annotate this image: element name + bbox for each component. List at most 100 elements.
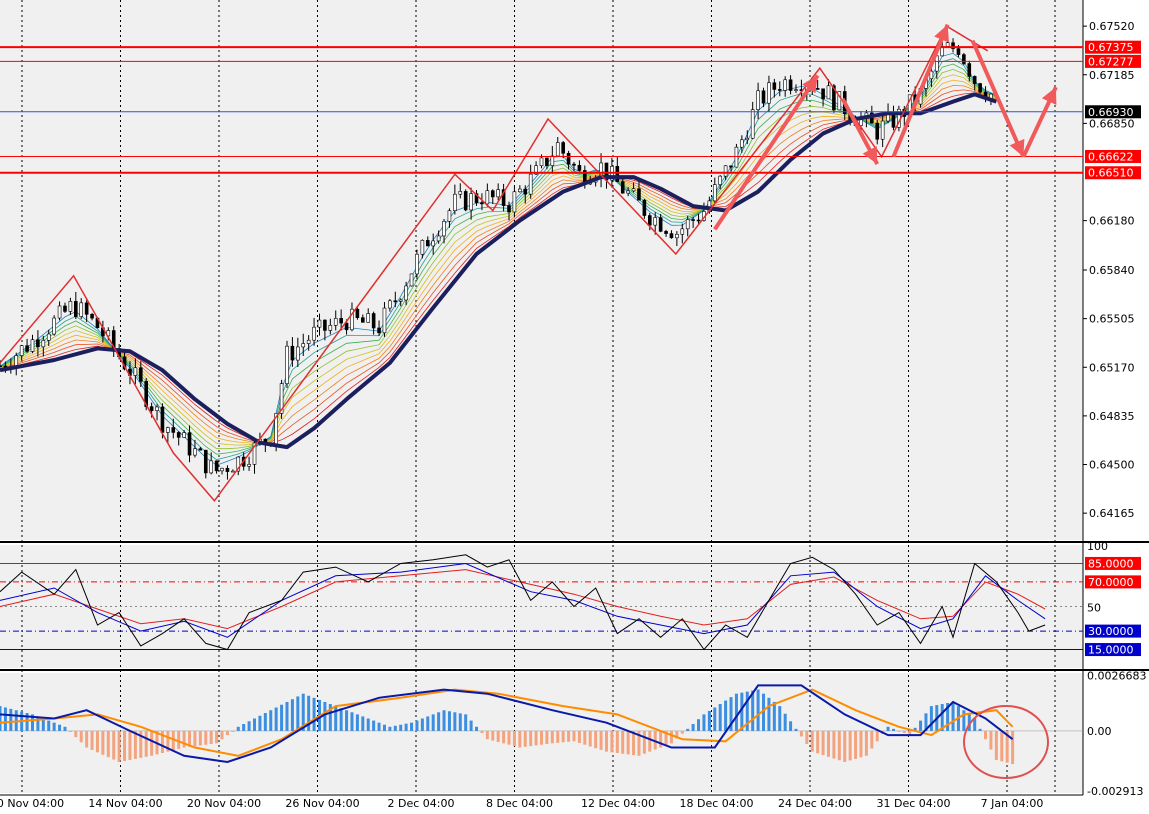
- candle-body: [978, 83, 982, 93]
- candle-body: [171, 427, 176, 433]
- macd-hist-bar: [886, 726, 890, 731]
- macd-hist-bar: [832, 730, 836, 759]
- macd-hist-bar: [480, 730, 484, 733]
- candle-body: [788, 79, 793, 91]
- ma-ribbon-line: [0, 92, 997, 445]
- candle-body: [718, 175, 722, 185]
- candle-body: [361, 317, 365, 323]
- macd-hist-bar: [269, 710, 273, 731]
- macd-hist-bar: [0, 706, 2, 731]
- candle-body: [826, 85, 831, 100]
- candle-body: [279, 383, 284, 414]
- stoch-level-label: 85.0000: [1088, 557, 1134, 570]
- macd-hist-bar: [783, 713, 787, 731]
- macd-hist-bar: [604, 730, 608, 752]
- candle-body: [658, 217, 663, 232]
- candle-body: [133, 367, 138, 376]
- candle-body: [539, 157, 544, 167]
- candle-body: [236, 456, 241, 472]
- macd-hist-bar: [485, 730, 489, 740]
- macd-hist-bar: [897, 730, 901, 732]
- macd-hist-bar: [220, 730, 224, 740]
- candle-body: [84, 302, 89, 315]
- macd-hist-bar: [182, 730, 186, 748]
- candle-body: [756, 90, 760, 110]
- stoch-fast-line: [0, 554, 1046, 651]
- macd-hist-bar: [778, 706, 782, 731]
- candle-body: [453, 193, 457, 211]
- price-tick-label: 0.66850: [1089, 117, 1135, 130]
- candle-body: [880, 120, 885, 140]
- candle-body: [772, 82, 777, 90]
- macd-hist-bar: [307, 695, 311, 731]
- macd-hist-bar: [166, 730, 170, 752]
- candle-body: [225, 467, 230, 472]
- macd-hist-bar: [572, 730, 576, 742]
- stoch-level-label: 70.0000: [1088, 576, 1134, 589]
- macd-hist-bar: [361, 716, 365, 731]
- candle-body: [555, 142, 560, 157]
- macd-hist-bar: [188, 730, 192, 747]
- ma-ribbon-line: [0, 52, 997, 466]
- macd-hist-bar: [74, 730, 78, 738]
- macd-hist-bar: [669, 730, 673, 744]
- macd-hist-bar: [280, 704, 284, 731]
- macd-hist-bar: [204, 730, 208, 745]
- macd-hist-bar: [106, 730, 110, 758]
- time-tick-label: 31 Dec 04:00: [877, 797, 951, 810]
- macd-hist-bar: [924, 713, 928, 731]
- candle-body: [209, 460, 213, 474]
- macd-hist-bar: [328, 704, 332, 731]
- macd-hist-bar: [648, 730, 652, 752]
- macd-hist-bar: [789, 721, 793, 731]
- macd-hist-bar: [334, 706, 338, 731]
- macd-hist-bar: [756, 689, 760, 731]
- macd-hist-bar: [745, 691, 749, 731]
- candle-body: [642, 199, 647, 216]
- macd-hist-bar: [772, 701, 776, 731]
- time-tick-label: 24 Dec 04:00: [778, 797, 852, 810]
- stoch-level-label: 15.0000: [1088, 644, 1134, 657]
- price-tick-label: 0.66180: [1089, 215, 1135, 228]
- time-tick-label: 20 Nov 04:00: [187, 797, 261, 810]
- candle-body: [182, 432, 186, 438]
- macd-hist-bar: [366, 718, 370, 731]
- macd-hist-bar: [680, 730, 684, 734]
- price-tick-label: 0.67185: [1089, 69, 1135, 82]
- candle-body: [46, 333, 51, 341]
- candle-body: [312, 326, 316, 341]
- arrow-head: [862, 146, 878, 165]
- macd-hist-bar: [68, 730, 72, 732]
- candle-body: [637, 188, 641, 201]
- macd-hist-bar: [962, 710, 966, 731]
- macd-hist-bar: [123, 730, 127, 761]
- macd-hist-bar: [854, 730, 858, 759]
- candle-body: [777, 89, 782, 91]
- macd-hist-bar: [826, 730, 830, 757]
- candle-body: [837, 91, 842, 111]
- price-level-tag: [1085, 54, 1141, 68]
- macd-hist-bar: [675, 730, 679, 739]
- macd-tick-label: 0.0026683: [1087, 670, 1147, 683]
- candle-body: [198, 448, 203, 451]
- price-tick-label: 0.65840: [1089, 264, 1135, 277]
- macd-hist-bar: [453, 712, 457, 731]
- macd-hist-bar: [242, 724, 246, 731]
- candle-body: [388, 300, 392, 309]
- time-tick-label: 14 Nov 04:00: [88, 797, 162, 810]
- candle-body: [290, 345, 295, 361]
- macd-hist-bar: [496, 730, 500, 742]
- candle-body: [485, 190, 490, 205]
- candle-body: [474, 193, 479, 203]
- macd-hist-bar: [290, 699, 294, 731]
- candle-body: [409, 273, 414, 287]
- macd-hist-bar: [1011, 730, 1015, 765]
- macd-hist-bar: [994, 730, 998, 760]
- candle-body: [447, 210, 452, 222]
- macd-hist-bar: [615, 730, 619, 753]
- macd-hist-bar: [1005, 730, 1009, 763]
- macd-hist-bar: [3, 707, 7, 731]
- ma-ribbon-line: [0, 79, 997, 444]
